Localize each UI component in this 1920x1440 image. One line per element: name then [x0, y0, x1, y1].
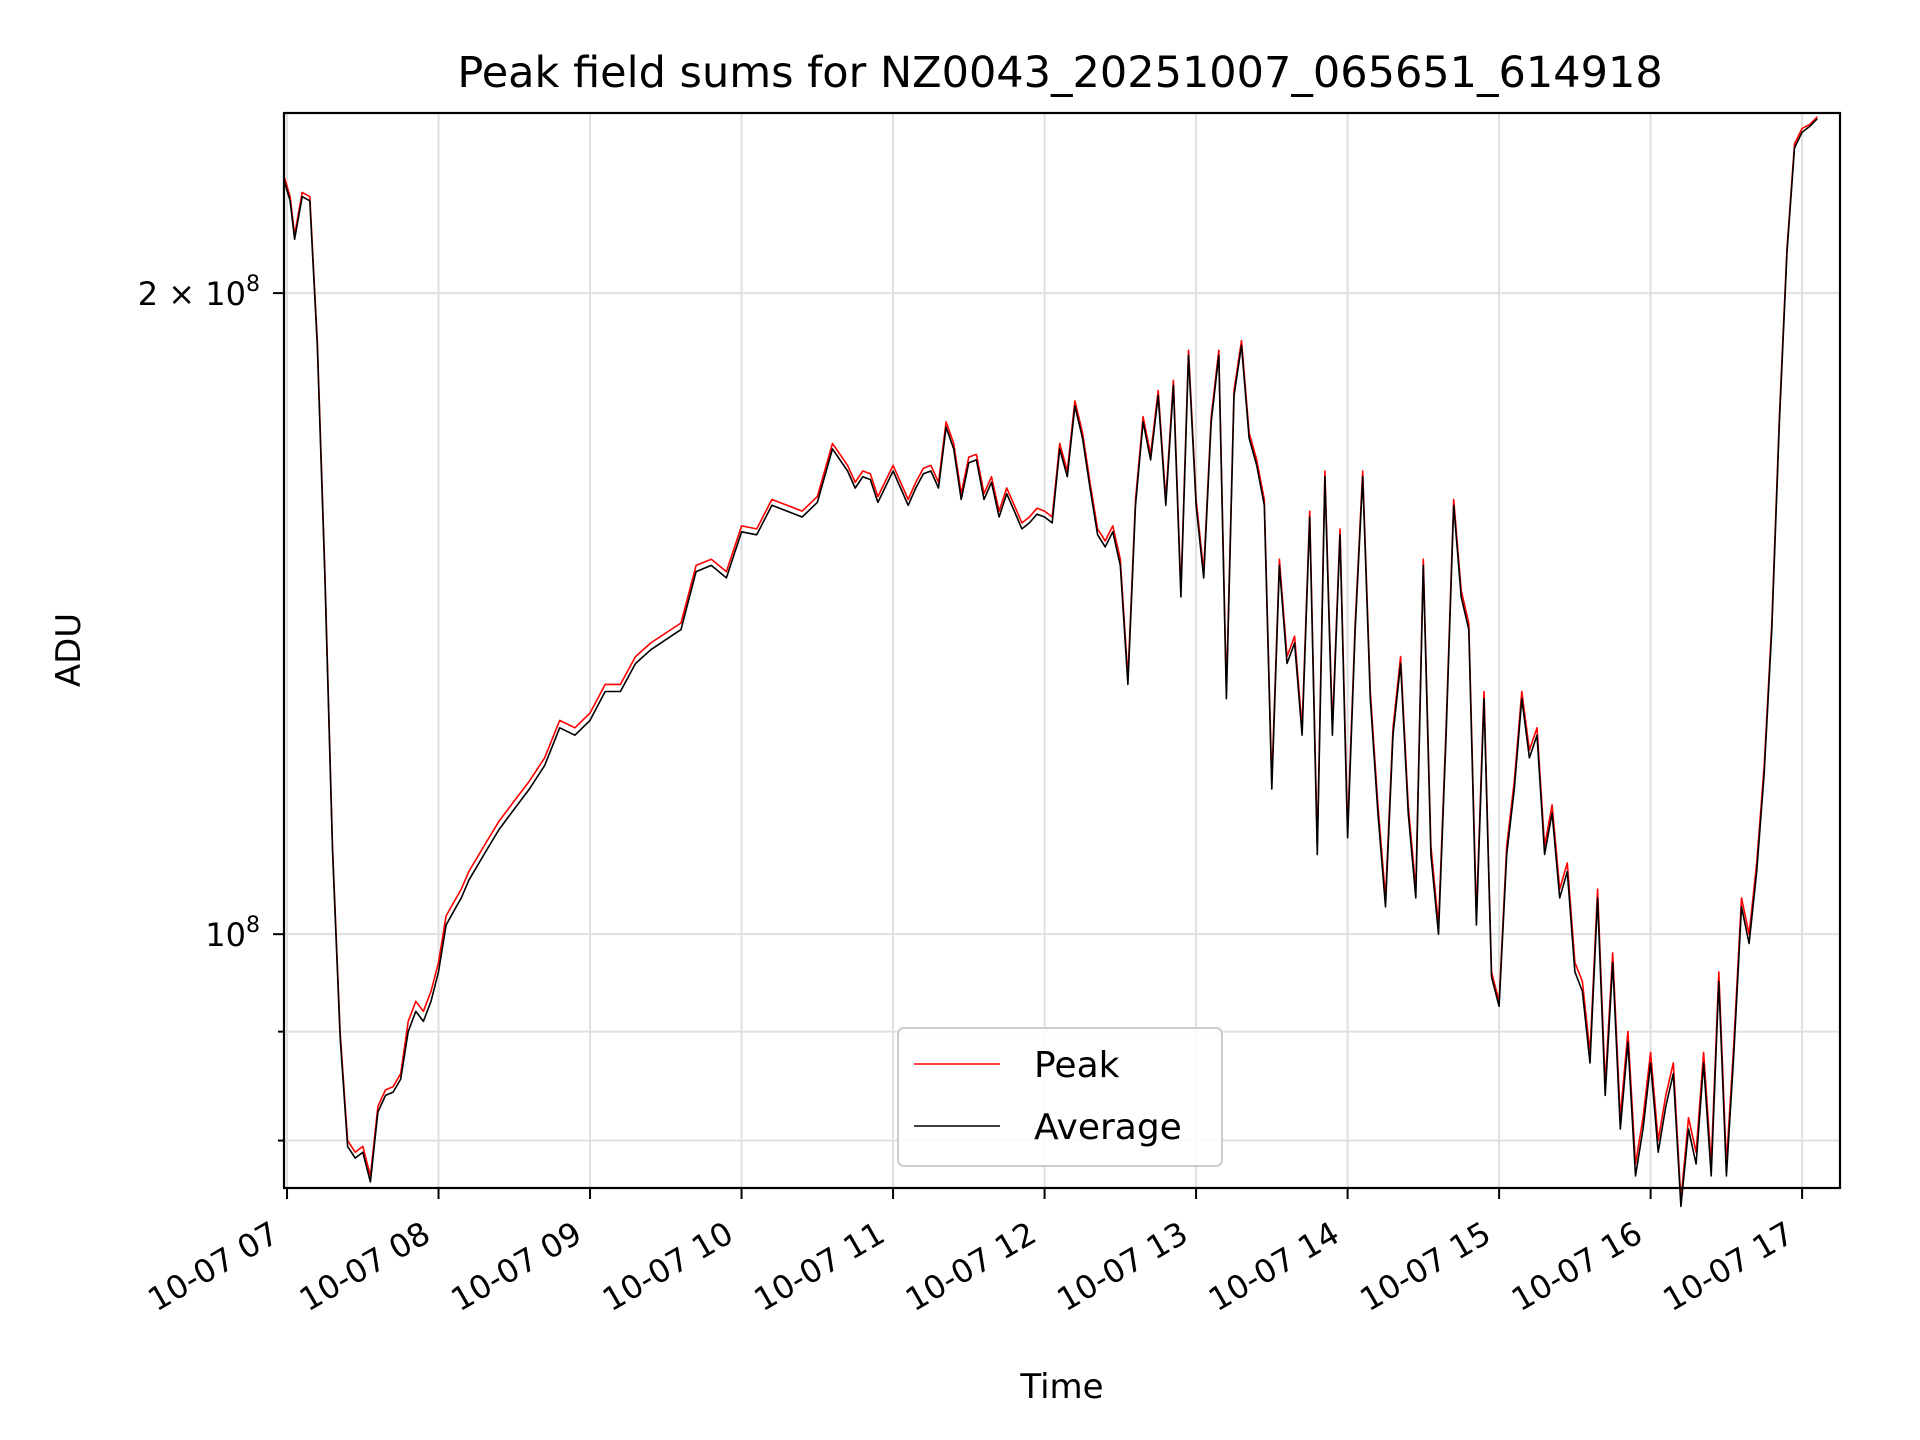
- legend-label-peak: Peak: [1034, 1045, 1120, 1086]
- series-line-average: [283, 118, 1818, 1208]
- chart-title: Peak field sums for NZ0043_20251007_0656…: [457, 48, 1662, 98]
- y-axis: 2 × 108 108: [138, 272, 284, 1142]
- series-layer: [283, 116, 1818, 1208]
- legend-box: [897, 1027, 1223, 1167]
- plot-frame: [282, 111, 1842, 1190]
- x-axis-label: Time: [1019, 1367, 1103, 1407]
- y-axis-label: ADU: [49, 613, 89, 687]
- y-tick-label-1: 108: [205, 913, 260, 954]
- legend-label-average: Average: [1034, 1107, 1182, 1148]
- y-tick-label-0: 2 × 108: [138, 272, 260, 313]
- legend: Peak Average: [897, 1027, 1223, 1167]
